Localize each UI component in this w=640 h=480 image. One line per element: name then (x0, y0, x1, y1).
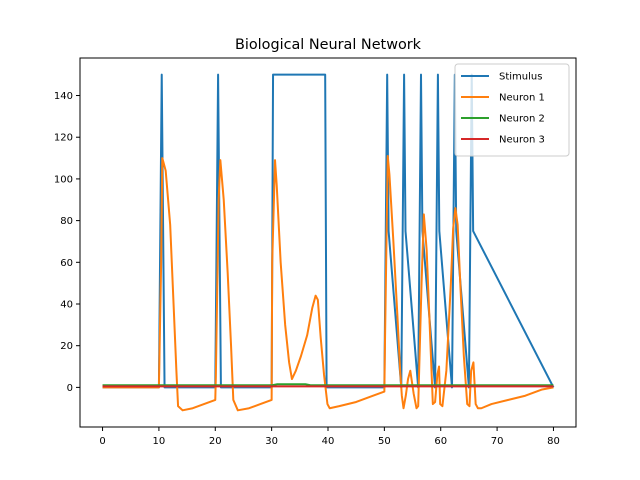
x-tick-label: 60 (434, 436, 447, 447)
legend-label: Stimulus (499, 72, 542, 83)
legend-label: Neuron 2 (499, 114, 545, 125)
chart-title: Biological Neural Network (235, 37, 422, 53)
y-tick-label: 20 (60, 341, 73, 352)
plot-area (102, 73, 555, 412)
x-tick-label: 10 (153, 436, 166, 447)
series-line-neuron-1 (102, 154, 554, 412)
legend-box (454, 63, 570, 157)
x-tick-label: 0 (99, 436, 105, 447)
x-tick-label: 20 (209, 436, 222, 447)
y-tick-label: 0 (67, 383, 73, 394)
x-tick-label: 70 (491, 436, 504, 447)
axes: 0 10 20 30 40 50 60 70 80 0 20 40 60 80 100 120 140 (54, 57, 577, 447)
series-line-neuron-2 (102, 383, 554, 387)
x-tick-label: 80 (547, 436, 560, 447)
y-tick-label: 120 (54, 133, 73, 144)
x-tick-label: 30 (265, 436, 278, 447)
legend: Stimulus Neuron 1 Neuron 2 Neuron 3 (454, 63, 570, 157)
x-tick-label: 50 (378, 436, 391, 447)
y-tick-label: 60 (60, 258, 73, 269)
y-tick-label: 100 (54, 174, 73, 185)
x-tick-label: 40 (322, 436, 335, 447)
legend-label: Neuron 1 (499, 93, 545, 104)
y-tick-label: 80 (60, 216, 73, 227)
legend-label: Neuron 3 (499, 135, 545, 146)
y-tick-label: 140 (54, 91, 73, 102)
y-tick-label: 40 (60, 300, 73, 311)
